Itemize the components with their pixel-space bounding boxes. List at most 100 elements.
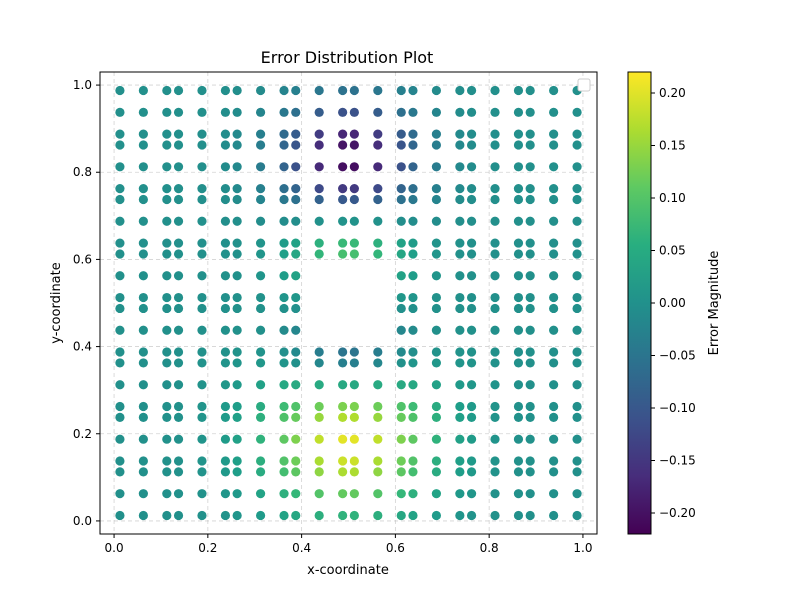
scatter-point — [115, 412, 125, 423]
scatter-point — [338, 140, 348, 150]
scatter-point — [173, 249, 184, 259]
scatter-point — [279, 510, 289, 521]
scatter-point — [162, 434, 172, 444]
scatter-point — [490, 162, 500, 172]
scatter-point — [232, 380, 242, 390]
scatter-point — [255, 249, 266, 259]
scatter-point — [255, 467, 266, 477]
scatter-point — [162, 303, 172, 314]
scatter-point — [291, 140, 301, 150]
scatter-point — [431, 489, 442, 499]
scatter-point — [314, 456, 324, 466]
scatter-point — [314, 129, 324, 139]
scatter-point — [455, 194, 465, 205]
scatter-point — [279, 467, 289, 477]
scatter-point — [513, 271, 524, 281]
scatter-point — [466, 140, 477, 150]
scatter-point — [173, 412, 184, 423]
scatter-point — [396, 129, 406, 139]
scatter-point — [490, 249, 500, 259]
scatter-point — [138, 292, 148, 303]
scatter-point — [396, 216, 406, 226]
y-tick-label: 0.6 — [73, 252, 92, 266]
scatter-point — [525, 303, 535, 314]
scatter-point — [513, 489, 524, 499]
scatter-point — [466, 107, 477, 117]
scatter-point — [279, 434, 289, 444]
scatter-point — [349, 380, 359, 390]
scatter-point — [255, 303, 266, 314]
scatter-point — [408, 380, 418, 390]
scatter-point — [338, 194, 348, 205]
scatter-point — [255, 140, 266, 150]
scatter-point — [373, 456, 383, 466]
scatter-point — [466, 412, 477, 423]
scatter-point — [314, 85, 324, 96]
scatter-point — [197, 303, 207, 314]
scatter-point — [408, 467, 418, 477]
x-tick-label: 0.4 — [292, 541, 311, 555]
scatter-point — [197, 129, 207, 139]
scatter-point — [408, 194, 418, 205]
scatter-point — [349, 412, 359, 423]
scatter-point — [173, 85, 184, 96]
scatter-point — [173, 510, 184, 521]
scatter-point — [314, 510, 324, 521]
scatter-point — [173, 194, 184, 205]
scatter-point — [455, 456, 465, 466]
scatter-point — [525, 140, 535, 150]
scatter-point — [466, 489, 477, 499]
scatter-point — [255, 434, 266, 444]
scatter-point — [455, 347, 465, 357]
scatter-point — [525, 412, 535, 423]
scatter-point — [138, 510, 148, 521]
scatter-point — [314, 216, 324, 226]
scatter-point — [466, 401, 477, 412]
scatter-point — [291, 347, 301, 357]
scatter-point — [279, 162, 289, 172]
scatter-point — [431, 249, 442, 259]
scatter-point — [455, 129, 465, 139]
scatter-point — [455, 183, 465, 194]
scatter-point — [279, 271, 289, 281]
scatter-point — [232, 292, 242, 303]
scatter-point — [549, 380, 559, 390]
scatter-point — [396, 140, 406, 150]
scatter-point — [408, 140, 418, 150]
scatter-point — [466, 183, 477, 194]
scatter-point — [138, 380, 148, 390]
scatter-point — [572, 489, 582, 499]
scatter-point — [466, 249, 477, 259]
scatter-point — [291, 434, 301, 444]
scatter-point — [466, 325, 477, 335]
scatter-point — [232, 140, 242, 150]
scatter-point — [455, 489, 465, 499]
scatter-point — [455, 140, 465, 150]
scatter-point — [431, 292, 442, 303]
scatter-point — [549, 129, 559, 139]
scatter-point — [291, 162, 301, 172]
scatter-point — [408, 412, 418, 423]
y-axis-ticks: 0.0 0.2 0.4 0.6 0.8 1.0 — [73, 78, 100, 528]
scatter-point — [525, 85, 535, 96]
scatter-point — [408, 325, 418, 335]
scatter-point — [525, 292, 535, 303]
scatter-point — [197, 434, 207, 444]
scatter-point — [396, 249, 406, 259]
y-tick-label: 0.0 — [73, 514, 92, 528]
scatter-point — [138, 456, 148, 466]
scatter-point — [338, 489, 348, 499]
scatter-point — [490, 129, 500, 139]
scatter-point — [291, 358, 301, 368]
scatter-point — [197, 238, 207, 248]
scatter-point — [466, 292, 477, 303]
scatter-point — [525, 194, 535, 205]
scatter-point — [279, 456, 289, 466]
scatter-point — [513, 510, 524, 521]
scatter-point — [490, 434, 500, 444]
scatter-point — [431, 216, 442, 226]
scatter-point — [279, 194, 289, 205]
scatter-point — [138, 412, 148, 423]
scatter-point — [338, 107, 348, 117]
colorbar-ticks: −0.20 −0.15 −0.10 −0.05 0.00 0.05 0.10 0.15 0.20 — [651, 86, 696, 520]
